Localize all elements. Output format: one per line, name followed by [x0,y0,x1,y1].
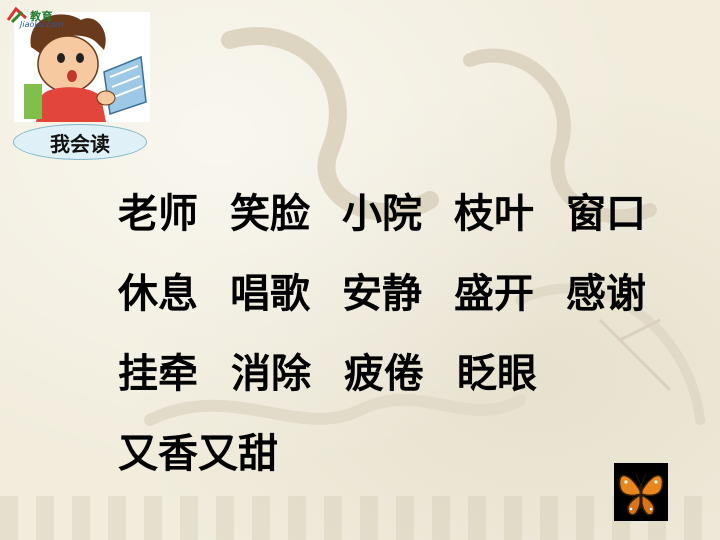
word: 休息 [118,271,198,317]
decorative-border [0,496,720,540]
word-row: 挂牵 消除 疲倦 眨眼 [118,330,678,410]
read-aloud-badge: 我会读 [13,124,147,160]
logo-subtext: Jiaoku.com [20,20,64,29]
word: 安静 [342,271,422,317]
word: 小院 [342,191,422,237]
word: 疲倦 [344,351,424,397]
word: 眨眼 [457,351,537,397]
butterfly-nav-button[interactable] [614,463,668,521]
word: 老师 [118,191,198,237]
word: 窗口 [566,191,646,237]
word-list: 老师 笑脸 小院 枝叶 窗口 休息 唱歌 安静 盛开 感谢 挂牵 消除 疲倦 眨… [118,170,678,490]
word: 消除 [231,351,311,397]
logo-text: 教育 [30,10,53,23]
boy-reading-book-icon [14,12,150,122]
word: 唱歌 [230,271,310,317]
word-row: 又香又甜 [118,410,678,490]
site-logo: 教育 Jiaoku.com [6,4,86,29]
butterfly-icon [618,473,664,516]
word: 笑脸 [230,191,310,237]
word: 枝叶 [454,191,534,237]
word: 挂牵 [118,351,198,397]
word: 盛开 [454,271,534,317]
word: 感谢 [566,271,646,317]
word-row: 老师 笑脸 小院 枝叶 窗口 [118,170,678,250]
word: 又香又甜 [118,431,278,477]
logo-mark-icon [6,6,28,24]
word-row: 休息 唱歌 安静 盛开 感谢 [118,250,678,330]
